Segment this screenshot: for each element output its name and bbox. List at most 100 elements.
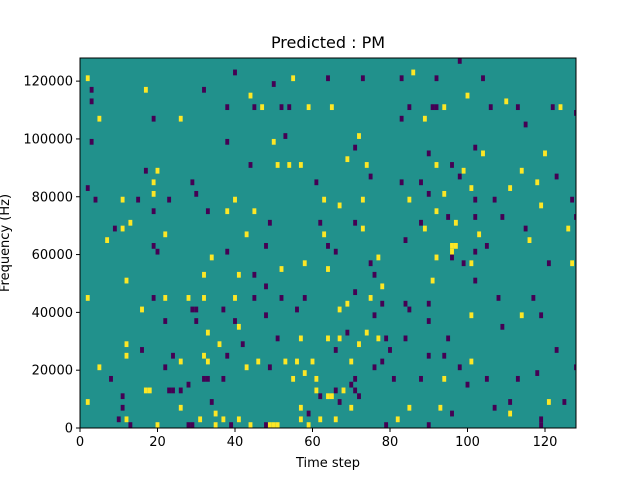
heatmap-cell-low bbox=[151, 115, 156, 122]
heatmap-cell-high bbox=[236, 323, 241, 330]
heatmap-cell-low bbox=[391, 375, 396, 382]
heatmap-cell-high bbox=[376, 335, 381, 342]
heatmap-cell-low bbox=[116, 416, 121, 423]
heatmap-cell-low bbox=[190, 306, 195, 313]
heatmap-cell-high bbox=[163, 295, 168, 301]
heatmap-cells bbox=[85, 58, 576, 428]
heatmap-cell-high bbox=[434, 254, 439, 261]
heatmap-cell-low bbox=[337, 399, 342, 405]
heatmap-cell-low bbox=[399, 179, 404, 186]
heatmap-cell-high bbox=[213, 422, 218, 428]
heatmap-cell-high bbox=[202, 352, 206, 359]
heatmap-cell-low bbox=[225, 248, 230, 255]
heatmap-cell-low bbox=[326, 243, 330, 249]
heatmap-cell-high bbox=[434, 162, 439, 168]
heatmap-cell-high bbox=[508, 185, 513, 191]
heatmap-cell-low bbox=[333, 347, 338, 353]
heatmap-cell-low bbox=[85, 185, 90, 191]
heatmap-cell-high bbox=[504, 98, 509, 105]
plot-area bbox=[79, 57, 577, 429]
heatmap-cell-high bbox=[252, 208, 257, 215]
heatmap-cell-low bbox=[426, 300, 431, 307]
heatmap-cell-high bbox=[345, 156, 350, 163]
heatmap-cell-low bbox=[461, 260, 466, 267]
heatmap-cell-low bbox=[151, 295, 156, 301]
heatmap-cell-low bbox=[399, 115, 404, 122]
heatmap-cell-high bbox=[124, 416, 129, 423]
x-tick-label: 80 bbox=[382, 435, 399, 450]
heatmap-cell-low bbox=[151, 243, 156, 249]
heatmap-cell-low bbox=[221, 306, 226, 313]
heatmap-cell-low bbox=[306, 410, 311, 417]
heatmap-cell-low bbox=[248, 162, 253, 168]
heatmap-cell-high bbox=[85, 75, 90, 82]
heatmap-cell-high bbox=[481, 150, 485, 157]
heatmap-cell-high bbox=[434, 208, 439, 215]
heatmap-cell-low bbox=[446, 214, 451, 220]
heatmap-cell-high bbox=[205, 358, 210, 365]
heatmap-cell-high bbox=[329, 393, 334, 400]
heatmap-cell-low bbox=[120, 393, 125, 400]
x-tick-label: 0 bbox=[76, 435, 84, 450]
heatmap-cell-high bbox=[310, 358, 315, 365]
y-tick-label: 0 bbox=[65, 422, 73, 437]
x-tick-label: 60 bbox=[304, 435, 321, 450]
heatmap-cell-high bbox=[233, 295, 237, 301]
heatmap-cell-high bbox=[326, 266, 330, 272]
heatmap-cell-low bbox=[492, 404, 497, 411]
heatmap-cell-high bbox=[450, 248, 454, 255]
heatmap-cell-low bbox=[523, 121, 528, 128]
heatmap-cell-low bbox=[523, 225, 528, 232]
heatmap-cell-low bbox=[151, 208, 156, 215]
heatmap-cell-high bbox=[124, 341, 129, 348]
heatmap-cell-high bbox=[349, 358, 354, 365]
heatmap-cell-high bbox=[298, 404, 303, 411]
heatmap-cell-low bbox=[264, 283, 268, 290]
heatmap-cell-high bbox=[546, 399, 551, 405]
heatmap-cell-high bbox=[539, 202, 544, 209]
heatmap-cell-low bbox=[450, 162, 454, 168]
x-tick-label: 20 bbox=[149, 435, 166, 450]
heatmap-cell-low bbox=[194, 306, 199, 313]
heatmap-cell-low bbox=[372, 364, 377, 371]
heatmap-cell-high bbox=[143, 86, 148, 93]
heatmap-cell-low bbox=[143, 167, 148, 174]
heatmap-cell-high bbox=[291, 75, 296, 82]
heatmap-cell-high bbox=[329, 104, 334, 111]
heatmap-cell-high bbox=[202, 295, 206, 301]
heatmap-cell-low bbox=[360, 75, 365, 82]
heatmap-cell-high bbox=[368, 295, 373, 301]
heatmap-cell-high bbox=[85, 399, 90, 405]
heatmap-cell-high bbox=[453, 243, 458, 249]
heatmap-cell-high bbox=[275, 422, 280, 428]
heatmap-cell-low bbox=[442, 352, 447, 359]
heatmap-cell-low bbox=[554, 347, 559, 353]
heatmap-cell-high bbox=[453, 219, 458, 226]
heatmap-cell-low bbox=[426, 150, 431, 157]
heatmap-cell-high bbox=[558, 104, 563, 111]
heatmap-cell-high bbox=[248, 92, 253, 99]
heatmap-cell-low bbox=[109, 375, 113, 382]
heatmap-cell-high bbox=[163, 231, 168, 238]
heatmap-cell-high bbox=[120, 196, 125, 203]
heatmap-cell-low bbox=[403, 237, 408, 243]
heatmap-cell-low bbox=[457, 58, 462, 64]
heatmap-cell-low bbox=[419, 375, 423, 382]
heatmap-cell-high bbox=[306, 422, 311, 428]
heatmap-cell-high bbox=[256, 358, 261, 365]
heatmap-cell-low bbox=[574, 110, 576, 116]
heatmap-cell-low bbox=[368, 260, 373, 267]
heatmap-cell-low bbox=[163, 318, 168, 324]
heatmap-cell-low bbox=[167, 387, 172, 394]
heatmap-cell-low bbox=[140, 347, 144, 353]
heatmap-cell-low bbox=[205, 375, 210, 382]
heatmap-cell-low bbox=[186, 422, 191, 428]
heatmap-cell-low bbox=[345, 329, 350, 336]
heatmap-cell-low bbox=[128, 422, 133, 428]
heatmap-cell-low bbox=[120, 404, 125, 411]
heatmap-cell-high bbox=[360, 196, 365, 203]
heatmap-cell-low bbox=[562, 399, 567, 405]
heatmap-cell-low bbox=[221, 375, 226, 382]
heatmap-cell-low bbox=[190, 179, 195, 186]
heatmap-cell-high bbox=[314, 387, 319, 394]
